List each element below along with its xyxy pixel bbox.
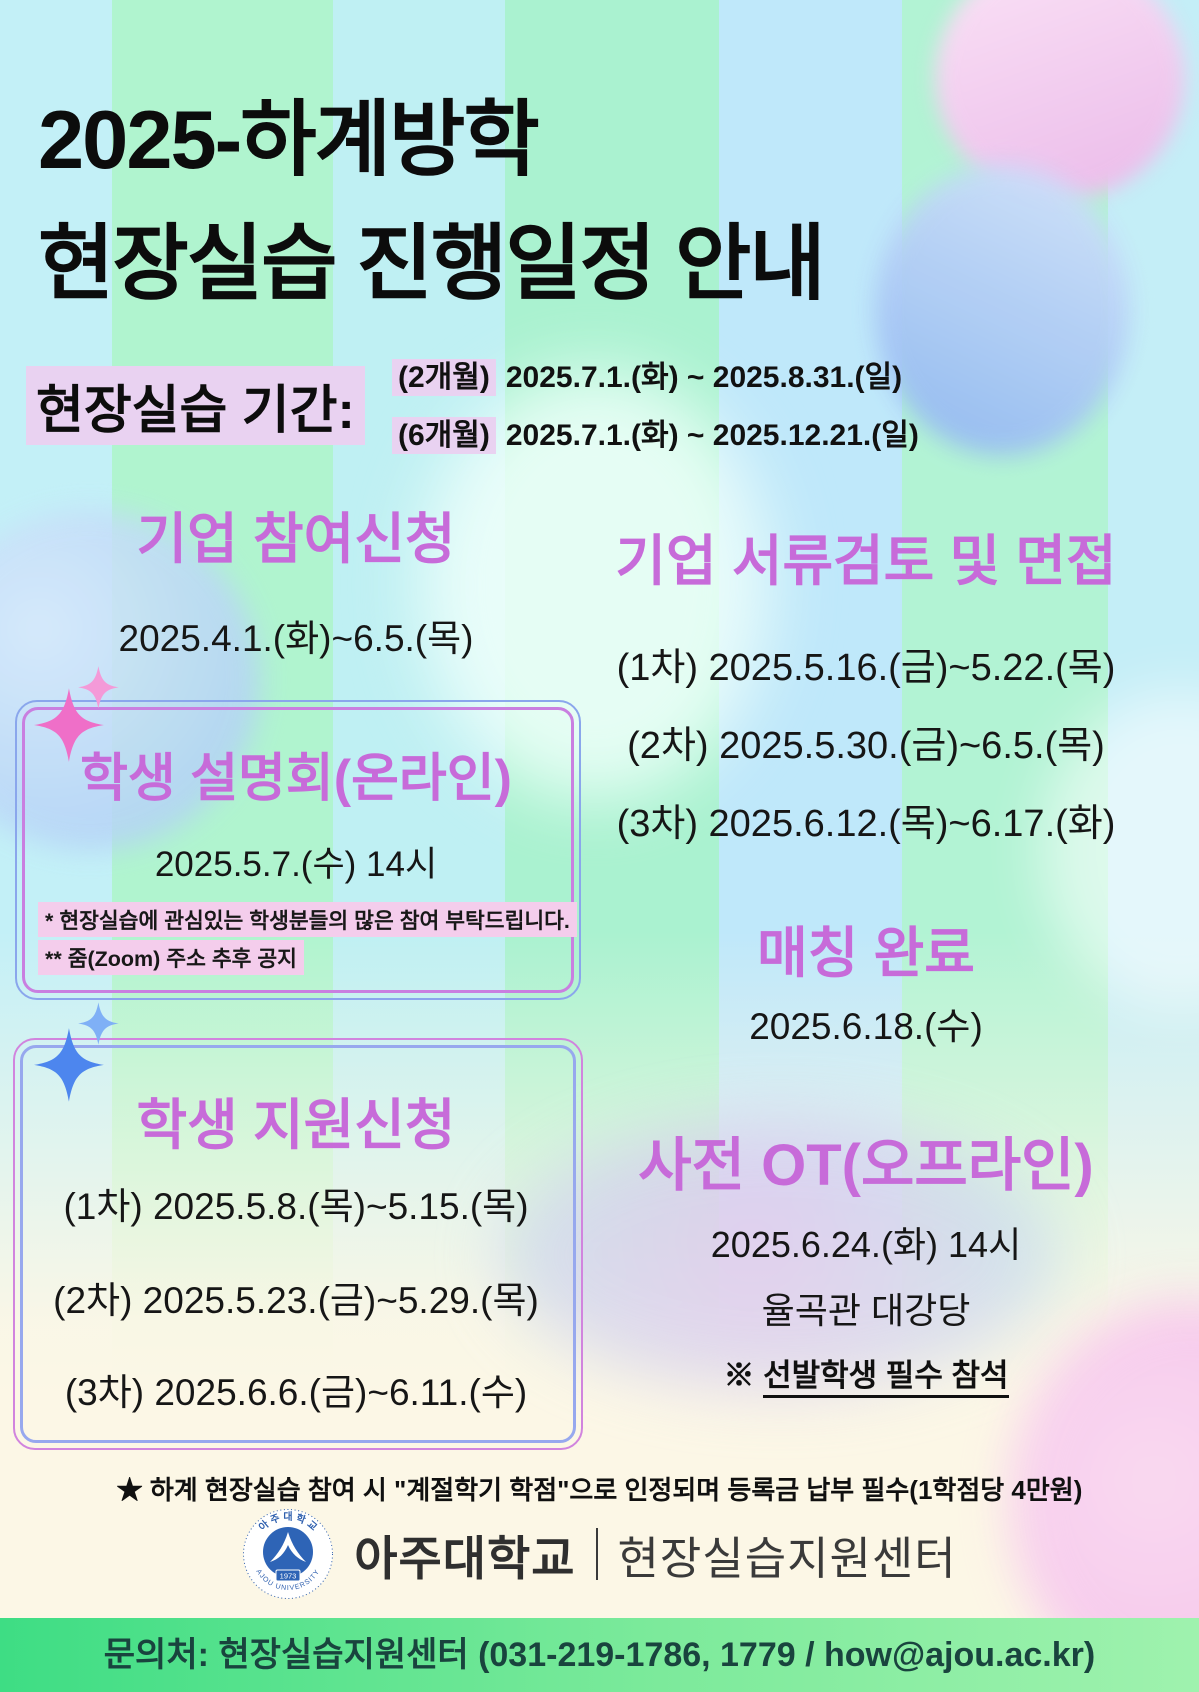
- student-info-session-title-main: 학생 설명회: [80, 750, 334, 808]
- sparkle-icon-pink: [34, 666, 119, 762]
- pre-ot-place: 율곡관 대강당: [761, 1290, 971, 1331]
- company-review-round2: (2차) 2025.5.30.(금)~6.5.(목): [627, 725, 1105, 767]
- period-row-6months: (6개월) 2025.7.1.(화) ~ 2025.12.21.(일): [392, 410, 919, 454]
- background-blob: [500, 1120, 1060, 1390]
- company-apply-title: 기업 참여신청: [136, 508, 456, 570]
- student-info-session-title-suffix: (온라인): [333, 750, 512, 808]
- logo-divider: [595, 1528, 598, 1580]
- footer-contact: 문의처: 현장실습지원센터 (031-219-1786, 1779 / how@…: [103, 1636, 1096, 1674]
- pre-ot-note: ※ 선발학생 필수 참석: [592, 1350, 1140, 1398]
- sparkle-icon-blue: [34, 1002, 119, 1102]
- student-info-session-date: 2025.5.7.(수) 14시: [154, 845, 438, 884]
- company-review-title: 기업 서류검토 및 면접: [615, 530, 1117, 592]
- period-tag-6months: (6개월): [392, 417, 496, 454]
- period-row-2months: (2개월) 2025.7.1.(화) ~ 2025.8.31.(일): [392, 352, 902, 396]
- logo-university-name: 아주대학교: [354, 1531, 576, 1585]
- logo-center-name: 현장실습지원센터: [617, 1532, 957, 1584]
- student-apply-round1: (1차) 2025.5.8.(목)~5.15.(목): [63, 1186, 529, 1227]
- period-dates-2months: 2025.7.1.(화) ~ 2025.8.31.(일): [505, 361, 903, 394]
- ajou-university-logo-icon: 아 주 대 학 교 AJOU UNIVERSITY 1973: [243, 1509, 334, 1599]
- student-apply-title: 학생 지원신청: [136, 1094, 456, 1156]
- matching-date: 2025.6.18.(수): [749, 1006, 983, 1047]
- matching-title: 매칭 완료: [757, 922, 975, 984]
- pre-ot-title-main: 사전 OT: [638, 1133, 842, 1198]
- student-info-session-note2: ** 줌(Zoom) 주소 추후 공지: [38, 940, 304, 975]
- pre-ot-date: 2025.6.24.(화) 14시: [710, 1224, 1022, 1265]
- pre-ot-note-text: 선발학생 필수 참석: [763, 1358, 1009, 1398]
- logo-year-text: 1973: [280, 1572, 297, 1581]
- pre-ot-title-suffix: (오프라인): [841, 1133, 1094, 1198]
- poster-title-line2: 현장실습 진행일정 안내: [38, 217, 826, 310]
- credit-note: ★ 하계 현장실습 참여 시 "계절학기 학점"으로 인정되며 등록금 납부 필…: [116, 1475, 1083, 1505]
- period-dates-6months: 2025.7.1.(화) ~ 2025.12.21.(일): [505, 419, 919, 452]
- logo-row: 아 주 대 학 교 AJOU UNIVERSITY 1973 아주대학교 현장실…: [0, 1508, 1199, 1600]
- company-review-round3: (3차) 2025.6.12.(목)~6.17.(화): [616, 803, 1116, 845]
- pre-ot-note-mark: ※: [723, 1358, 764, 1393]
- pre-ot-title: 사전 OT(오프라인): [592, 1118, 1140, 1202]
- student-apply-round2: (2차) 2025.5.23.(금)~5.29.(목): [53, 1280, 539, 1321]
- student-info-session-title: 학생 설명회(온라인): [15, 736, 577, 811]
- student-info-session-note1: * 현장실습에 관심있는 학생분들의 많은 참여 부탁드립니다.: [38, 902, 577, 937]
- footer-bar: 문의처: 현장실습지원센터 (031-219-1786, 1779 / how@…: [0, 1618, 1199, 1692]
- period-tag-2months: (2개월): [392, 359, 496, 396]
- poster-title-line1: 2025-하계방학: [38, 93, 540, 186]
- company-review-round1: (1차) 2025.5.16.(금)~5.22.(목): [616, 647, 1116, 689]
- company-apply-date: 2025.4.1.(화)~6.5.(목): [118, 618, 474, 659]
- student-apply-round3: (3차) 2025.6.6.(금)~6.11.(수): [64, 1372, 528, 1413]
- period-label: 현장실습 기간:: [26, 366, 365, 445]
